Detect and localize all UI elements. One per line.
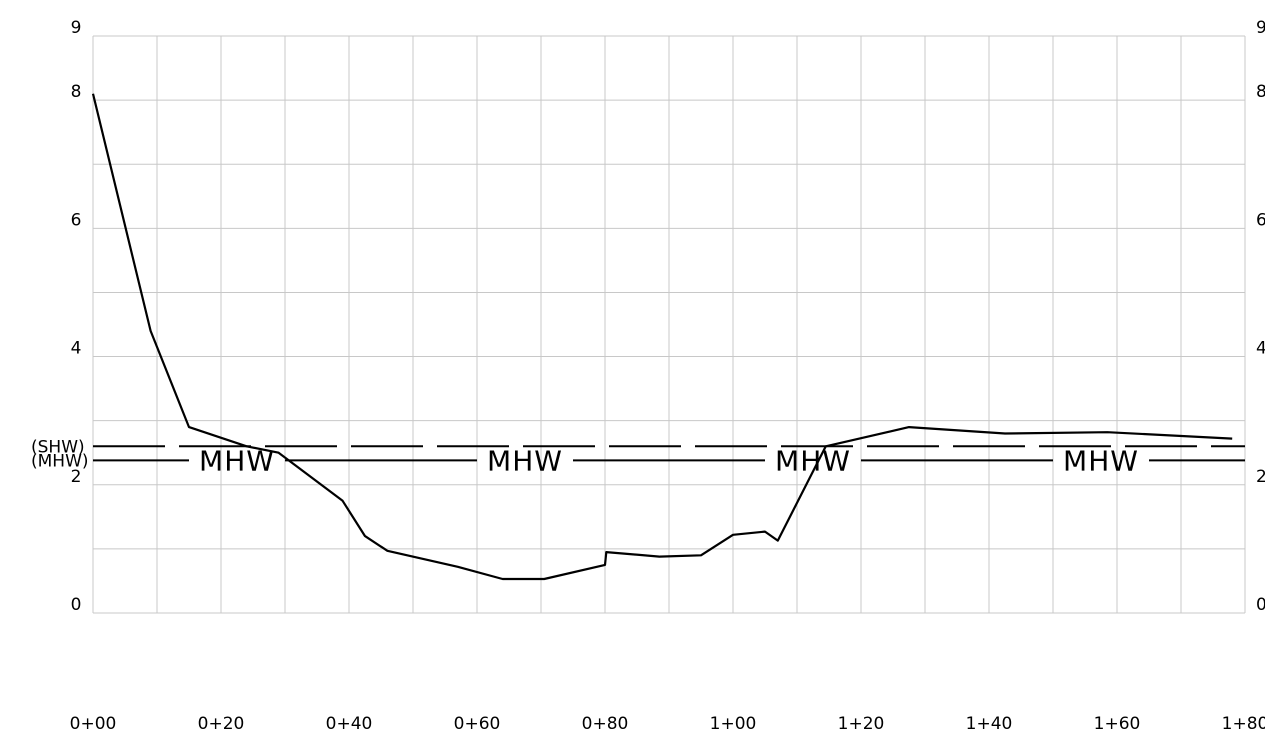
x-tick-label: 1+80: [1222, 714, 1265, 734]
y-tick-label-left: 6: [71, 210, 82, 230]
x-tick-label: 0+60: [454, 714, 501, 734]
x-tick-label: 1+60: [1094, 714, 1141, 734]
x-tick-label: 1+00: [710, 714, 757, 734]
y-tick-label-left: 8: [71, 82, 82, 102]
inline-level-label: MHW: [1063, 444, 1139, 477]
x-tick-label: 0+00: [70, 714, 117, 734]
reference-line-label-shw: (SHW): [31, 437, 85, 457]
y-tick-label-right: 8: [1256, 82, 1265, 102]
y-tick-label-left: 2: [71, 467, 82, 487]
x-tick-label: 0+40: [326, 714, 373, 734]
y-tick-label-left: 9: [71, 18, 82, 38]
y-tick-label-left: 0: [71, 595, 82, 615]
x-tick-label: 1+20: [838, 714, 885, 734]
y-tick-label-left: 4: [71, 339, 82, 359]
y-tick-label-right: 0: [1256, 595, 1265, 615]
grid: [92, 35, 1246, 614]
y-tick-label-right: 2: [1256, 467, 1265, 487]
tick-labels: 0+00 0+20 0+40 0+60 0+80 1+00 1+20 1+40 1+60 1+80…: [70, 18, 1265, 734]
x-tick-label: 1+40: [966, 714, 1013, 734]
inline-level-label: MHW: [487, 444, 563, 477]
y-tick-label-right: 9: [1256, 18, 1265, 38]
series-layer: [91, 93, 1233, 581]
reference-lines: (SHW)(MHW) MHW MHW MHW MHW: [31, 437, 1245, 477]
profile-series-line: [91, 93, 1233, 581]
reference-line-label-mhw: (MHW): [31, 451, 89, 471]
y-tick-label-right: 4: [1256, 339, 1265, 359]
x-tick-label: 0+80: [582, 714, 629, 734]
x-tick-label: 0+20: [198, 714, 245, 734]
y-tick-label-right: 6: [1256, 210, 1265, 230]
